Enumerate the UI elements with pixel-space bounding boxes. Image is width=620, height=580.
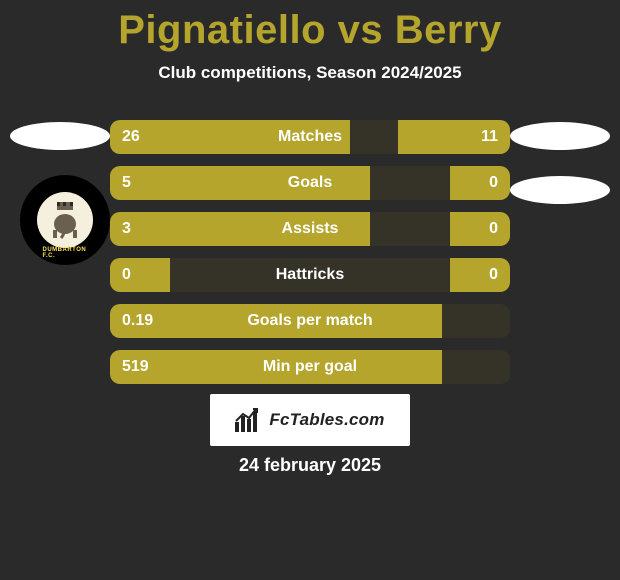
stat-bar-left: [110, 120, 350, 154]
fctables-label: FcTables.com: [269, 410, 384, 430]
stat-bar-left: [110, 258, 170, 292]
stat-bar-right: [398, 120, 510, 154]
placeholder-ellipse: [510, 122, 610, 150]
stat-row: 30Assists: [110, 212, 510, 246]
placeholder-ellipse: [10, 122, 110, 150]
stat-bar-left: [110, 212, 370, 246]
stat-row: 519Min per goal: [110, 350, 510, 384]
stat-bar-right: [450, 258, 510, 292]
badge-text: DUMBARTON F.C.: [43, 247, 88, 259]
date-label: 24 february 2025: [239, 455, 381, 476]
stat-bar-right: [450, 212, 510, 246]
elephant-castle-icon: [47, 200, 83, 240]
stat-bar-left: [110, 304, 442, 338]
placeholder-ellipse: [510, 176, 610, 204]
fctables-watermark: FcTables.com: [210, 394, 410, 446]
club-badge-left: DUMBARTON F.C.: [20, 175, 110, 265]
stat-bar-left: [110, 350, 442, 384]
fctables-logo-icon: [235, 408, 263, 432]
stat-row: 50Goals: [110, 166, 510, 200]
stat-row: 0.19Goals per match: [110, 304, 510, 338]
page-title: Pignatiello vs Berry: [0, 0, 620, 53]
stat-bar-left: [110, 166, 370, 200]
stat-bar-right: [450, 166, 510, 200]
subtitle: Club competitions, Season 2024/2025: [0, 63, 620, 83]
stat-row: 2611Matches: [110, 120, 510, 154]
stat-row: 00Hattricks: [110, 258, 510, 292]
